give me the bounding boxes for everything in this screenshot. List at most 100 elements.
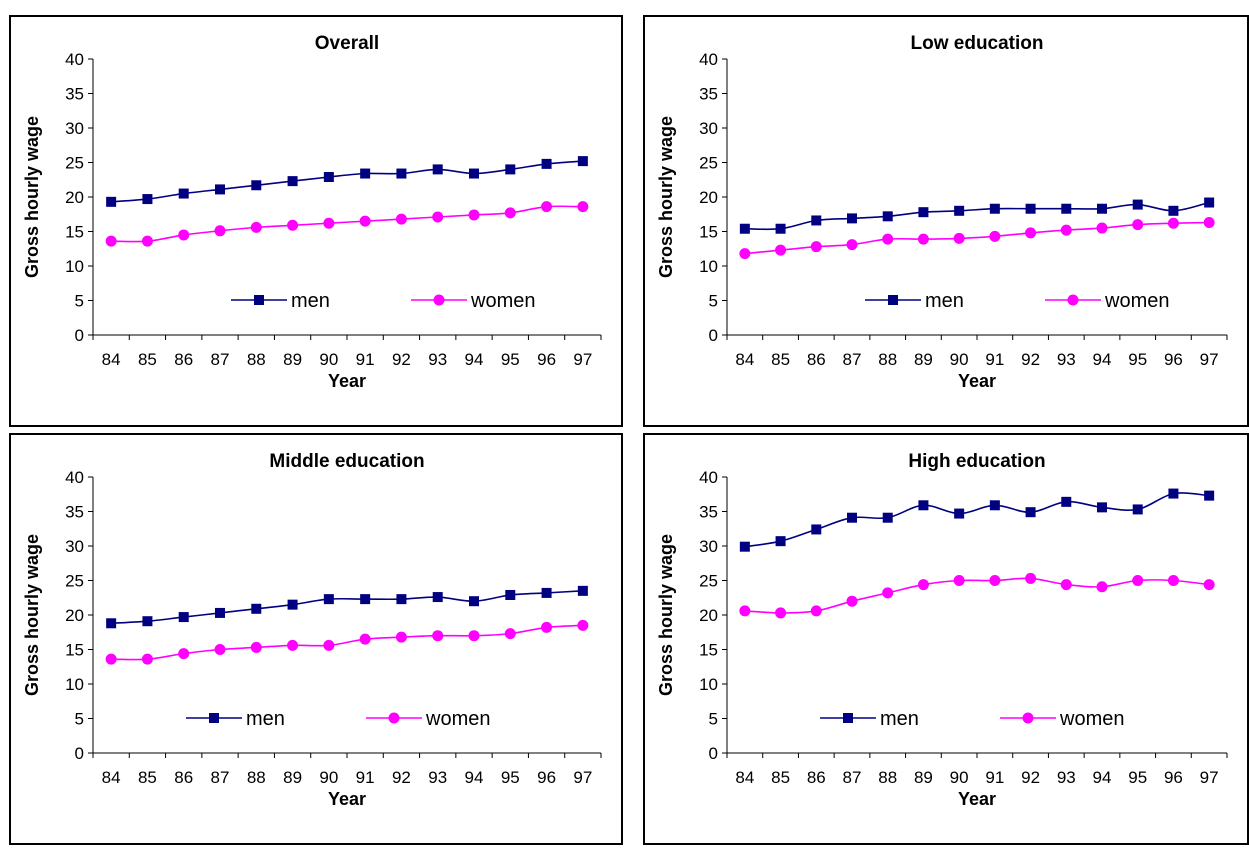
data-point-men [1168,488,1179,499]
legend-label-men: men [925,290,964,312]
x-tick-label: 89 [283,768,302,787]
legend-label-men: men [246,708,285,730]
chart-title: High education [908,451,1045,472]
y-tick-label: 5 [75,292,84,311]
legend-label-women: women [470,290,535,312]
x-tick-label: 93 [1057,350,1076,369]
data-point-women [214,225,226,237]
data-point-men [918,207,929,218]
data-point-men [251,603,262,614]
data-point-women [953,232,965,244]
x-tick-label: 97 [1200,768,1219,787]
data-point-men [396,168,407,179]
data-point-men [251,180,262,191]
legend-label-women: women [425,708,490,730]
x-tick-label: 85 [771,350,790,369]
data-point-men [811,524,822,535]
x-tick-label: 93 [1057,768,1076,787]
x-tick-label: 94 [1093,350,1112,369]
x-tick-label: 85 [138,350,157,369]
data-point-men [142,194,153,205]
x-tick-label: 89 [914,350,933,369]
x-tick-label: 84 [735,350,754,369]
data-point-men [323,594,334,605]
x-tick-label: 96 [537,768,556,787]
x-tick-label: 89 [283,350,302,369]
y-tick-label: 40 [65,50,84,69]
data-point-men [469,168,479,179]
data-point-men [287,176,298,187]
x-tick-label: 90 [950,768,969,787]
x-tick-label: 86 [174,768,193,787]
data-point-women [739,605,751,617]
y-axis-label: Gross hourly wage [22,534,42,696]
data-point-men [432,164,443,175]
data-point-men [106,618,117,629]
legend-marker-women [388,712,400,724]
legend-marker-men [209,713,219,723]
x-tick-label: 88 [878,350,897,369]
data-point-men [541,158,552,169]
data-point-men [360,168,371,179]
data-point-women [541,201,553,213]
y-tick-label: 20 [699,188,718,207]
data-point-men [918,500,929,511]
data-point-women [775,244,787,256]
x-tick-label: 94 [1093,768,1112,787]
data-point-men [989,203,1000,214]
x-tick-label: 87 [843,768,862,787]
x-tick-label: 96 [1164,768,1183,787]
x-tick-label: 84 [102,768,121,787]
data-point-men [323,171,334,182]
y-tick-label: 30 [65,537,84,556]
line-chart: Overall 0 5 10 15 20 25 30 35 40 84 85 86 87 88 89 90 91 9… [22,33,602,391]
data-point-women [917,579,929,591]
data-point-men [1061,203,1072,214]
data-point-women [739,248,751,260]
data-point-women [989,575,1001,586]
x-tick-label: 88 [247,350,266,369]
data-point-men [505,589,516,600]
data-point-women [1132,575,1144,586]
y-tick-label: 30 [699,537,718,556]
y-tick-label: 5 [709,292,718,311]
data-point-women [432,211,444,223]
data-point-women [287,639,299,651]
chart-title: Overall [315,33,379,54]
chart-panel-low-education: Low education 0 5 10 15 20 25 30 35 40 84 85 86 87 88 8… [643,15,1249,427]
y-tick-label: 40 [699,50,718,69]
data-point-women [882,587,894,599]
y-tick-label: 5 [75,710,84,729]
data-point-men [847,213,857,224]
y-tick-label: 10 [65,257,84,276]
data-point-women [323,639,335,651]
data-point-women [541,621,553,633]
data-point-men [775,536,786,547]
data-point-men [577,156,588,167]
x-tick-label: 96 [1164,350,1183,369]
y-tick-label: 30 [65,119,84,138]
data-point-men [469,596,479,607]
x-tick-label: 87 [211,350,230,369]
data-point-men [1168,205,1179,216]
data-point-women [287,219,299,231]
y-tick-label: 10 [65,675,84,694]
data-point-women [810,241,822,253]
y-axis-label: Gross hourly wage [22,116,42,278]
x-tick-label: 89 [914,768,933,787]
x-axis-label: Year [328,789,366,809]
data-point-men [577,585,588,596]
x-tick-label: 95 [501,768,520,787]
data-point-women [1096,222,1108,234]
x-tick-label: 86 [807,350,826,369]
data-point-women [141,653,153,665]
data-point-women [323,217,335,229]
x-tick-label: 87 [211,768,230,787]
x-tick-label: 87 [843,350,862,369]
y-tick-label: 30 [699,119,718,138]
data-point-women [504,628,516,640]
y-tick-label: 15 [65,223,84,242]
legend-marker-men [843,713,853,723]
x-tick-label: 91 [985,350,1004,369]
x-axis-label: Year [328,371,366,391]
